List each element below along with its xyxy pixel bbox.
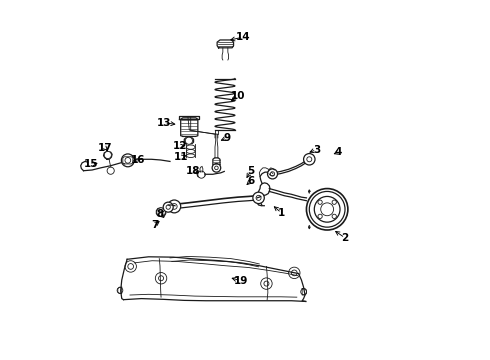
Circle shape [253,192,264,203]
Text: 2: 2 [342,233,349,243]
Text: 12: 12 [173,141,187,152]
Text: 1: 1 [278,208,285,218]
Text: 13: 13 [157,118,172,128]
Circle shape [185,137,193,144]
Circle shape [268,169,277,179]
Circle shape [306,189,348,230]
Text: 15: 15 [84,159,98,169]
Circle shape [122,154,134,167]
Text: 10: 10 [231,91,245,101]
Circle shape [157,208,165,216]
Circle shape [318,200,322,204]
Text: 14: 14 [236,32,250,42]
Circle shape [104,152,111,158]
Text: 11: 11 [174,152,189,162]
Circle shape [332,200,336,204]
Text: 5: 5 [247,166,254,176]
Circle shape [163,202,173,212]
Circle shape [168,200,181,213]
Text: 16: 16 [130,156,145,165]
Circle shape [332,214,336,219]
Text: 6: 6 [247,176,254,186]
Circle shape [212,163,220,172]
Text: 19: 19 [234,276,248,286]
Text: 7: 7 [151,220,159,230]
Circle shape [304,154,315,165]
Text: 8: 8 [156,209,164,219]
Circle shape [107,167,114,174]
Text: 18: 18 [186,166,201,176]
Text: 4: 4 [334,148,342,157]
Circle shape [198,171,205,178]
Circle shape [318,214,322,219]
Text: 9: 9 [223,133,231,143]
Text: 17: 17 [98,143,112,153]
Text: 3: 3 [313,145,320,155]
